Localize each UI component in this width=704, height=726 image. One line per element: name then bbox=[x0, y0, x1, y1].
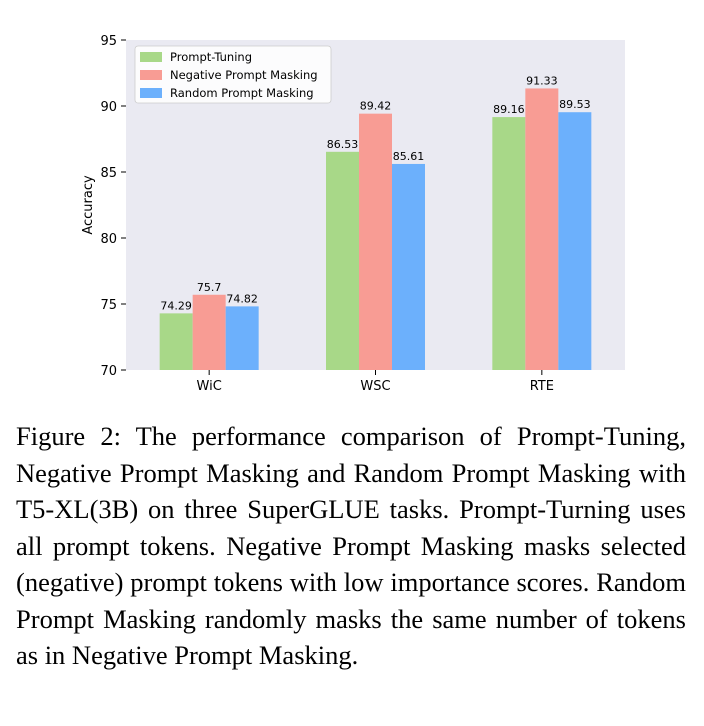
legend-swatch-series-2 bbox=[140, 70, 162, 80]
x-tick-label-rte: RTE bbox=[530, 379, 554, 394]
legend: Prompt-Tuning Negative Prompt Masking Rand… bbox=[134, 45, 332, 104]
bar-wsc-series-3 bbox=[392, 163, 425, 370]
bar-wsc-series-2 bbox=[359, 113, 392, 370]
legend-label-series-1: Prompt-Tuning bbox=[170, 50, 252, 64]
y-tick-label: 70 bbox=[100, 364, 117, 379]
bar-label-wsc-series-2: 89.42 bbox=[360, 100, 392, 113]
y-tick-label: 80 bbox=[100, 232, 117, 247]
x-tick-label-wic: WiC bbox=[197, 379, 222, 394]
x-tick-label-wsc: WSC bbox=[360, 379, 390, 394]
bars-group bbox=[159, 88, 592, 370]
legend-swatch-series-1 bbox=[140, 52, 162, 62]
bar-label-wsc-series-3: 85.61 bbox=[393, 150, 425, 163]
y-tick-label: 85 bbox=[100, 166, 117, 181]
bar-label-wic-series-2: 75.7 bbox=[197, 281, 222, 294]
legend-label-series-3: Random Prompt Masking bbox=[170, 86, 314, 100]
bar-wic-series-1 bbox=[159, 313, 193, 370]
y-axis-title: Accuracy bbox=[81, 175, 96, 235]
legend-label-series-2: Negative Prompt Masking bbox=[170, 68, 318, 82]
bar-label-rte-series-3: 89.53 bbox=[559, 98, 591, 111]
legend-swatch-series-3 bbox=[140, 88, 162, 98]
bar-wic-series-2 bbox=[192, 294, 226, 370]
bar-label-rte-series-2: 91.33 bbox=[526, 74, 558, 87]
bar-wic-series-3 bbox=[225, 306, 259, 370]
x-axis: WiC WSC RTE bbox=[197, 370, 554, 394]
bar-chart: 74.2975.774.8286.5389.4285.6189.1691.338… bbox=[81, 34, 625, 394]
bar-label-wsc-series-1: 86.53 bbox=[327, 138, 359, 151]
figure-caption: Figure 2: The performance comparison of … bbox=[16, 421, 686, 670]
bar-wsc-series-1 bbox=[326, 151, 359, 370]
bar-label-wic-series-1: 74.29 bbox=[160, 299, 192, 312]
y-tick-label: 75 bbox=[100, 298, 117, 313]
y-tick-label: 90 bbox=[100, 100, 117, 115]
bar-rte-series-2 bbox=[525, 88, 559, 370]
legend-frame bbox=[134, 45, 332, 104]
bar-label-rte-series-1: 89.16 bbox=[493, 103, 525, 116]
y-axis: 70 75 80 85 90 95 bbox=[100, 34, 126, 379]
bar-label-wic-series-3: 74.82 bbox=[226, 292, 258, 305]
bar-rte-series-3 bbox=[558, 112, 592, 370]
bar-value-labels: 74.29 75.7 74.82 86.53 89.42 85.61 89.16 91.338… bbox=[160, 74, 590, 312]
y-tick-label: 95 bbox=[100, 34, 117, 49]
bar-rte-series-1 bbox=[492, 117, 526, 370]
